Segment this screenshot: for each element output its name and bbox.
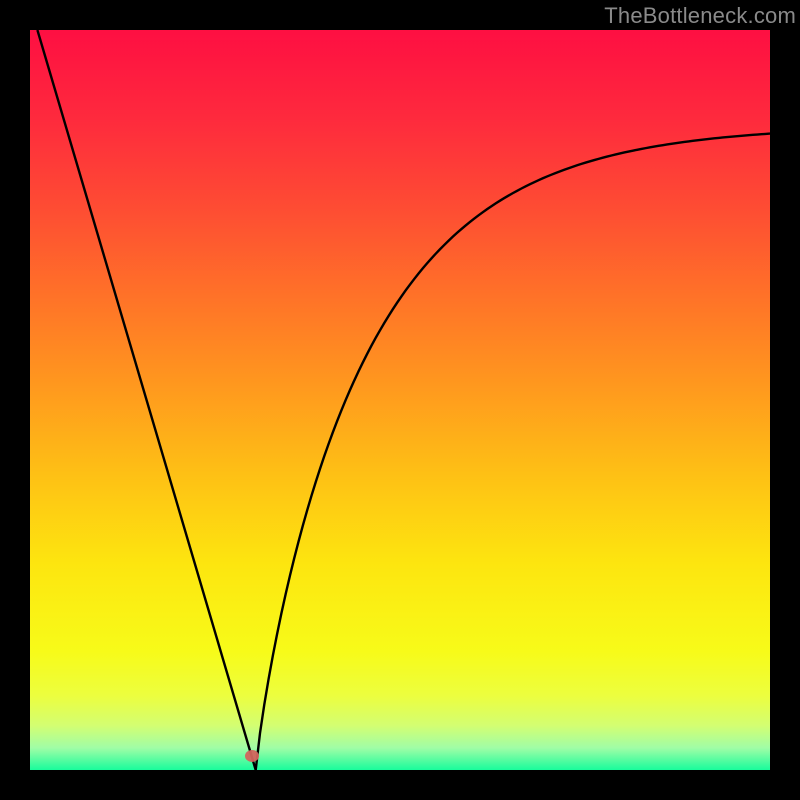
plot-svg bbox=[30, 30, 770, 770]
gradient-background bbox=[30, 30, 770, 770]
minimum-marker bbox=[245, 750, 259, 762]
plot-area bbox=[30, 30, 770, 770]
attribution-text: TheBottleneck.com bbox=[604, 3, 796, 29]
chart-container: TheBottleneck.com bbox=[0, 0, 800, 800]
